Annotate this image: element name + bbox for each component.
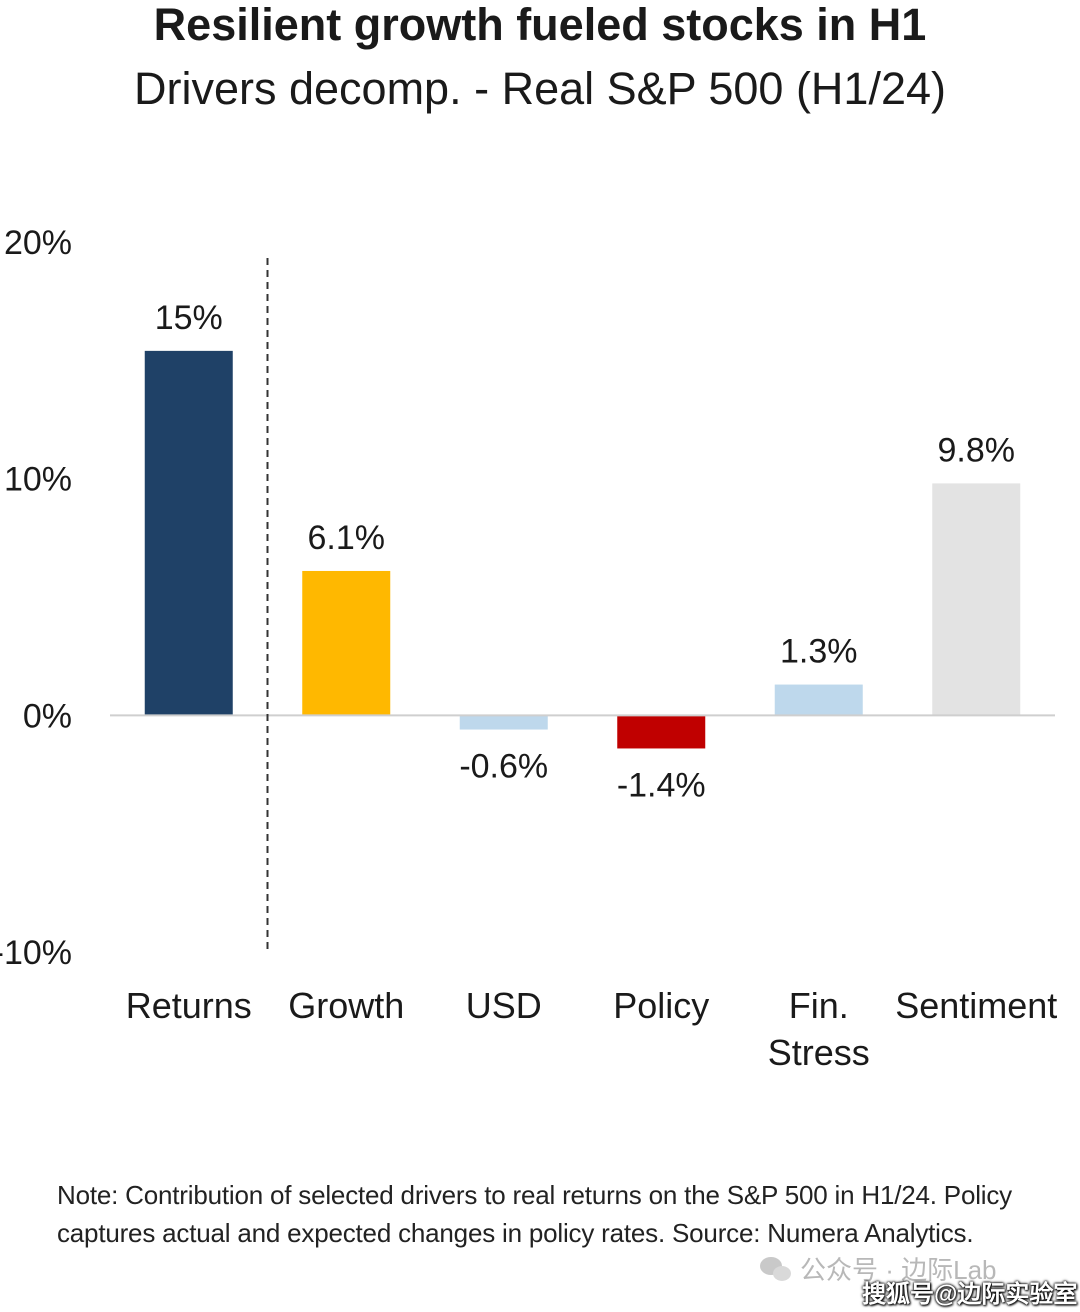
bar-chart: -10% 0% 10% 20% 15% 6.1% -0.6% -1.4% 1.3% 9.8% Ret… <box>0 224 1057 1073</box>
data-label: -0.6% <box>459 748 548 786</box>
x-tick-label: Policy <box>613 985 709 1026</box>
source-mark: 搜狐号@边际实验室 <box>862 1281 1078 1308</box>
wechat-icon <box>760 1255 794 1283</box>
watermark: 公众号 · 边际Lab <box>760 1250 997 1287</box>
bar-policy <box>617 715 706 749</box>
bar-returns <box>144 350 233 716</box>
x-tick-label: Growth <box>288 985 404 1026</box>
bar-sentiment <box>932 483 1021 716</box>
x-tick-label: Fin. <box>789 985 849 1026</box>
y-tick-label: 0% <box>23 697 72 735</box>
footnote: Note: Contribution of selected drivers t… <box>57 1180 1012 1248</box>
chart-subtitle: Drivers decomp. - Real S&P 500 (H1/24) <box>134 63 946 114</box>
data-label: 15% <box>155 299 223 337</box>
bar-usd <box>459 715 548 730</box>
bar-growth <box>302 570 391 716</box>
chart-title: Resilient growth fueled stocks in H1 <box>153 0 927 50</box>
x-tick-label: Returns <box>126 985 252 1026</box>
watermark-text: 公众号 · 边际Lab <box>800 1255 997 1285</box>
data-label: 1.3% <box>780 633 858 671</box>
bar-fin-stress <box>774 684 863 716</box>
x-tick-label: Stress <box>768 1032 870 1073</box>
y-tick-label: 20% <box>4 224 72 262</box>
x-tick-label: Sentiment <box>895 985 1057 1026</box>
data-label: 6.1% <box>308 519 386 557</box>
data-label: 9.8% <box>938 431 1016 469</box>
data-label: -1.4% <box>617 766 706 804</box>
y-tick-label: -10% <box>0 934 72 972</box>
y-tick-label: 10% <box>4 461 72 499</box>
x-tick-label: USD <box>466 985 542 1026</box>
